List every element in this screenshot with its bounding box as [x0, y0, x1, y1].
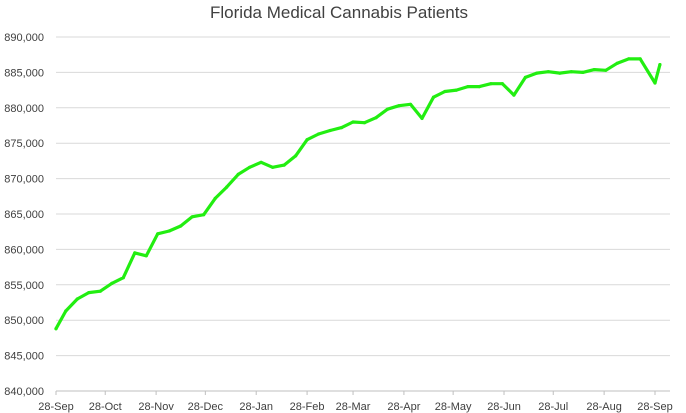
x-tick-label: 28-Sep — [38, 401, 73, 413]
data-point — [282, 163, 286, 167]
data-point — [546, 70, 550, 74]
data-point — [397, 104, 401, 108]
data-point — [569, 70, 573, 74]
data-point — [592, 68, 596, 72]
y-axis-ticks: 840,000 845,000 850,000 855,000 860,000 865,0… — [4, 32, 44, 398]
data-point — [638, 57, 642, 61]
data-point — [512, 93, 516, 97]
data-point — [248, 165, 252, 169]
data-point — [408, 102, 413, 106]
data-point — [362, 121, 367, 125]
data-point — [54, 327, 58, 331]
y-tick-label: 880,000 — [4, 103, 44, 115]
data-point — [500, 82, 504, 86]
data-point — [604, 68, 608, 72]
y-tick-label: 845,000 — [4, 351, 44, 363]
x-tick-label: 28-Sep — [637, 401, 672, 413]
data-point — [110, 281, 114, 285]
data-point — [133, 251, 137, 255]
data-point — [144, 254, 148, 258]
data-point — [167, 229, 171, 233]
y-tick-label: 840,000 — [4, 386, 44, 398]
x-tick-label: 28-Feb — [290, 401, 325, 413]
data-point — [259, 160, 263, 164]
gridlines — [56, 36, 670, 392]
data-point — [385, 107, 390, 111]
x-tick-label: 28-May — [435, 401, 472, 413]
x-tick-label: 28-Apr — [387, 401, 420, 413]
data-point — [328, 128, 332, 133]
data-point — [420, 116, 424, 120]
data-point — [351, 120, 355, 124]
data-point — [305, 138, 309, 142]
data-point — [477, 85, 481, 89]
data-point — [179, 224, 183, 228]
data-point — [156, 232, 160, 236]
y-tick-label: 885,000 — [4, 67, 44, 79]
data-point — [489, 82, 493, 86]
x-tick-label: 28-Dec — [188, 401, 224, 413]
x-tick-label: 28-Jul — [538, 401, 568, 413]
data-point — [340, 126, 344, 130]
data-point — [64, 309, 68, 313]
data-point — [627, 57, 631, 61]
data-point — [225, 185, 229, 189]
data-point — [75, 297, 79, 301]
x-tick-label: 28-Aug — [586, 401, 621, 413]
data-point — [121, 276, 125, 280]
series-patients — [54, 57, 662, 331]
data-point — [190, 215, 194, 219]
data-point — [523, 75, 528, 79]
y-tick-label: 850,000 — [4, 315, 44, 327]
x-tick-label: 28-Jan — [239, 401, 273, 413]
y-tick-label: 855,000 — [4, 280, 44, 292]
x-tick-label: 28-Mar — [336, 401, 371, 413]
series-line — [54, 57, 662, 331]
data-point — [236, 172, 240, 176]
y-tick-label: 870,000 — [4, 174, 44, 186]
data-point — [431, 95, 436, 99]
y-tick-label: 890,000 — [4, 32, 44, 44]
data-point — [454, 88, 458, 92]
data-point — [317, 132, 321, 136]
chart-title: Florida Medical Cannabis Patients — [210, 3, 468, 22]
data-point — [443, 89, 447, 94]
y-tick-label: 875,000 — [4, 138, 44, 150]
x-tick-label: 28-Nov — [138, 401, 174, 413]
data-point — [213, 196, 217, 200]
data-point — [615, 61, 619, 65]
data-point — [535, 71, 539, 75]
x-tick-label: 28-Jun — [487, 401, 521, 413]
data-point — [466, 85, 470, 89]
y-tick-label: 865,000 — [4, 209, 44, 221]
data-point — [202, 213, 206, 217]
data-point — [271, 165, 275, 169]
y-tick-label: 860,000 — [4, 244, 44, 256]
data-point — [374, 116, 378, 120]
x-axis-ticks: 28-Sep 28-Oct 28-Nov 28-Dec 28-Jan 28-Feb 28-M… — [38, 391, 673, 413]
data-point — [558, 71, 562, 75]
data-point — [581, 70, 585, 74]
x-tick-label: 28-Oct — [89, 401, 122, 413]
data-point — [658, 63, 662, 67]
data-point — [98, 289, 102, 293]
data-point — [653, 81, 657, 85]
data-point — [294, 154, 298, 158]
data-point — [87, 291, 91, 295]
